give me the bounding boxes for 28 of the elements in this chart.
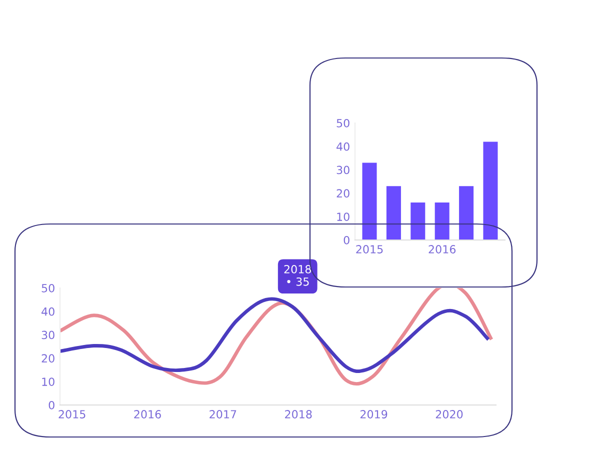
y-tick-label: 30 (42, 330, 54, 340)
y-tick-label: 30 (336, 166, 350, 174)
y-tick-label: 10 (42, 378, 54, 386)
bar (483, 142, 498, 240)
y-tick-label: 0 (344, 236, 350, 244)
x-tick-label: 2016 (428, 245, 456, 254)
bar (434, 202, 450, 240)
y-tick-label: 50 (336, 118, 350, 128)
y-tick-label: 40 (42, 307, 54, 316)
x-tick-label: 2018 (285, 410, 312, 418)
x-tick-label: 2016 (134, 410, 161, 418)
y-tick-label: 50 (42, 284, 54, 292)
x-tick-label: 2017 (210, 410, 236, 418)
x-tick-label: 2019 (360, 410, 388, 418)
x-tick-label: 2015 (58, 410, 86, 418)
bar (459, 186, 474, 240)
line-series (60, 297, 490, 373)
y-tick-label: 40 (336, 142, 350, 151)
bar (410, 202, 426, 240)
bar (362, 162, 377, 240)
x-tick-label: 2020 (436, 410, 463, 418)
y-tick-label: 20 (42, 354, 54, 363)
x-tick-label: 2015 (356, 245, 383, 254)
y-tick-label: 10 (337, 212, 350, 221)
y-tick-label: 0 (48, 400, 54, 410)
text: 2018 • 35 (284, 265, 311, 286)
y-tick-label: 20 (336, 189, 350, 198)
bar (386, 186, 401, 240)
